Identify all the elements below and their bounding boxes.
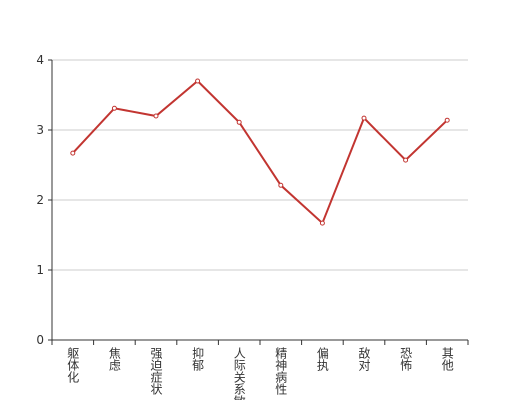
y-tick-label: 4 bbox=[36, 53, 44, 67]
point bbox=[403, 157, 409, 163]
point bbox=[278, 182, 284, 188]
x-tick-label: 敌对 bbox=[357, 346, 371, 371]
point bbox=[70, 150, 76, 156]
x-tick-label: 恐怖 bbox=[399, 347, 413, 371]
point bbox=[195, 78, 201, 84]
point bbox=[361, 115, 367, 121]
x-tick-label: 强迫症状 bbox=[149, 347, 163, 395]
y-tick-label: 1 bbox=[36, 263, 44, 277]
point bbox=[111, 105, 117, 111]
x-tick-label: 精神病性 bbox=[274, 347, 288, 396]
y-tick-label: 2 bbox=[36, 193, 44, 207]
x-tick-label: 焦虑 bbox=[107, 347, 121, 371]
point bbox=[153, 113, 159, 119]
point bbox=[236, 119, 242, 125]
point bbox=[444, 117, 450, 123]
point bbox=[319, 220, 325, 226]
y-tick-label: 3 bbox=[36, 123, 44, 137]
x-tick-label: 躯体化 bbox=[66, 346, 80, 384]
y-tick-label: 0 bbox=[36, 333, 44, 347]
x-tick-label: 抑郁 bbox=[191, 346, 205, 372]
x-tick-label: 其他 bbox=[440, 347, 454, 371]
x-tick-label: 人际关系敏感 bbox=[232, 347, 246, 400]
x-tick-label: 偏执 bbox=[315, 346, 329, 372]
line bbox=[72, 79, 448, 225]
